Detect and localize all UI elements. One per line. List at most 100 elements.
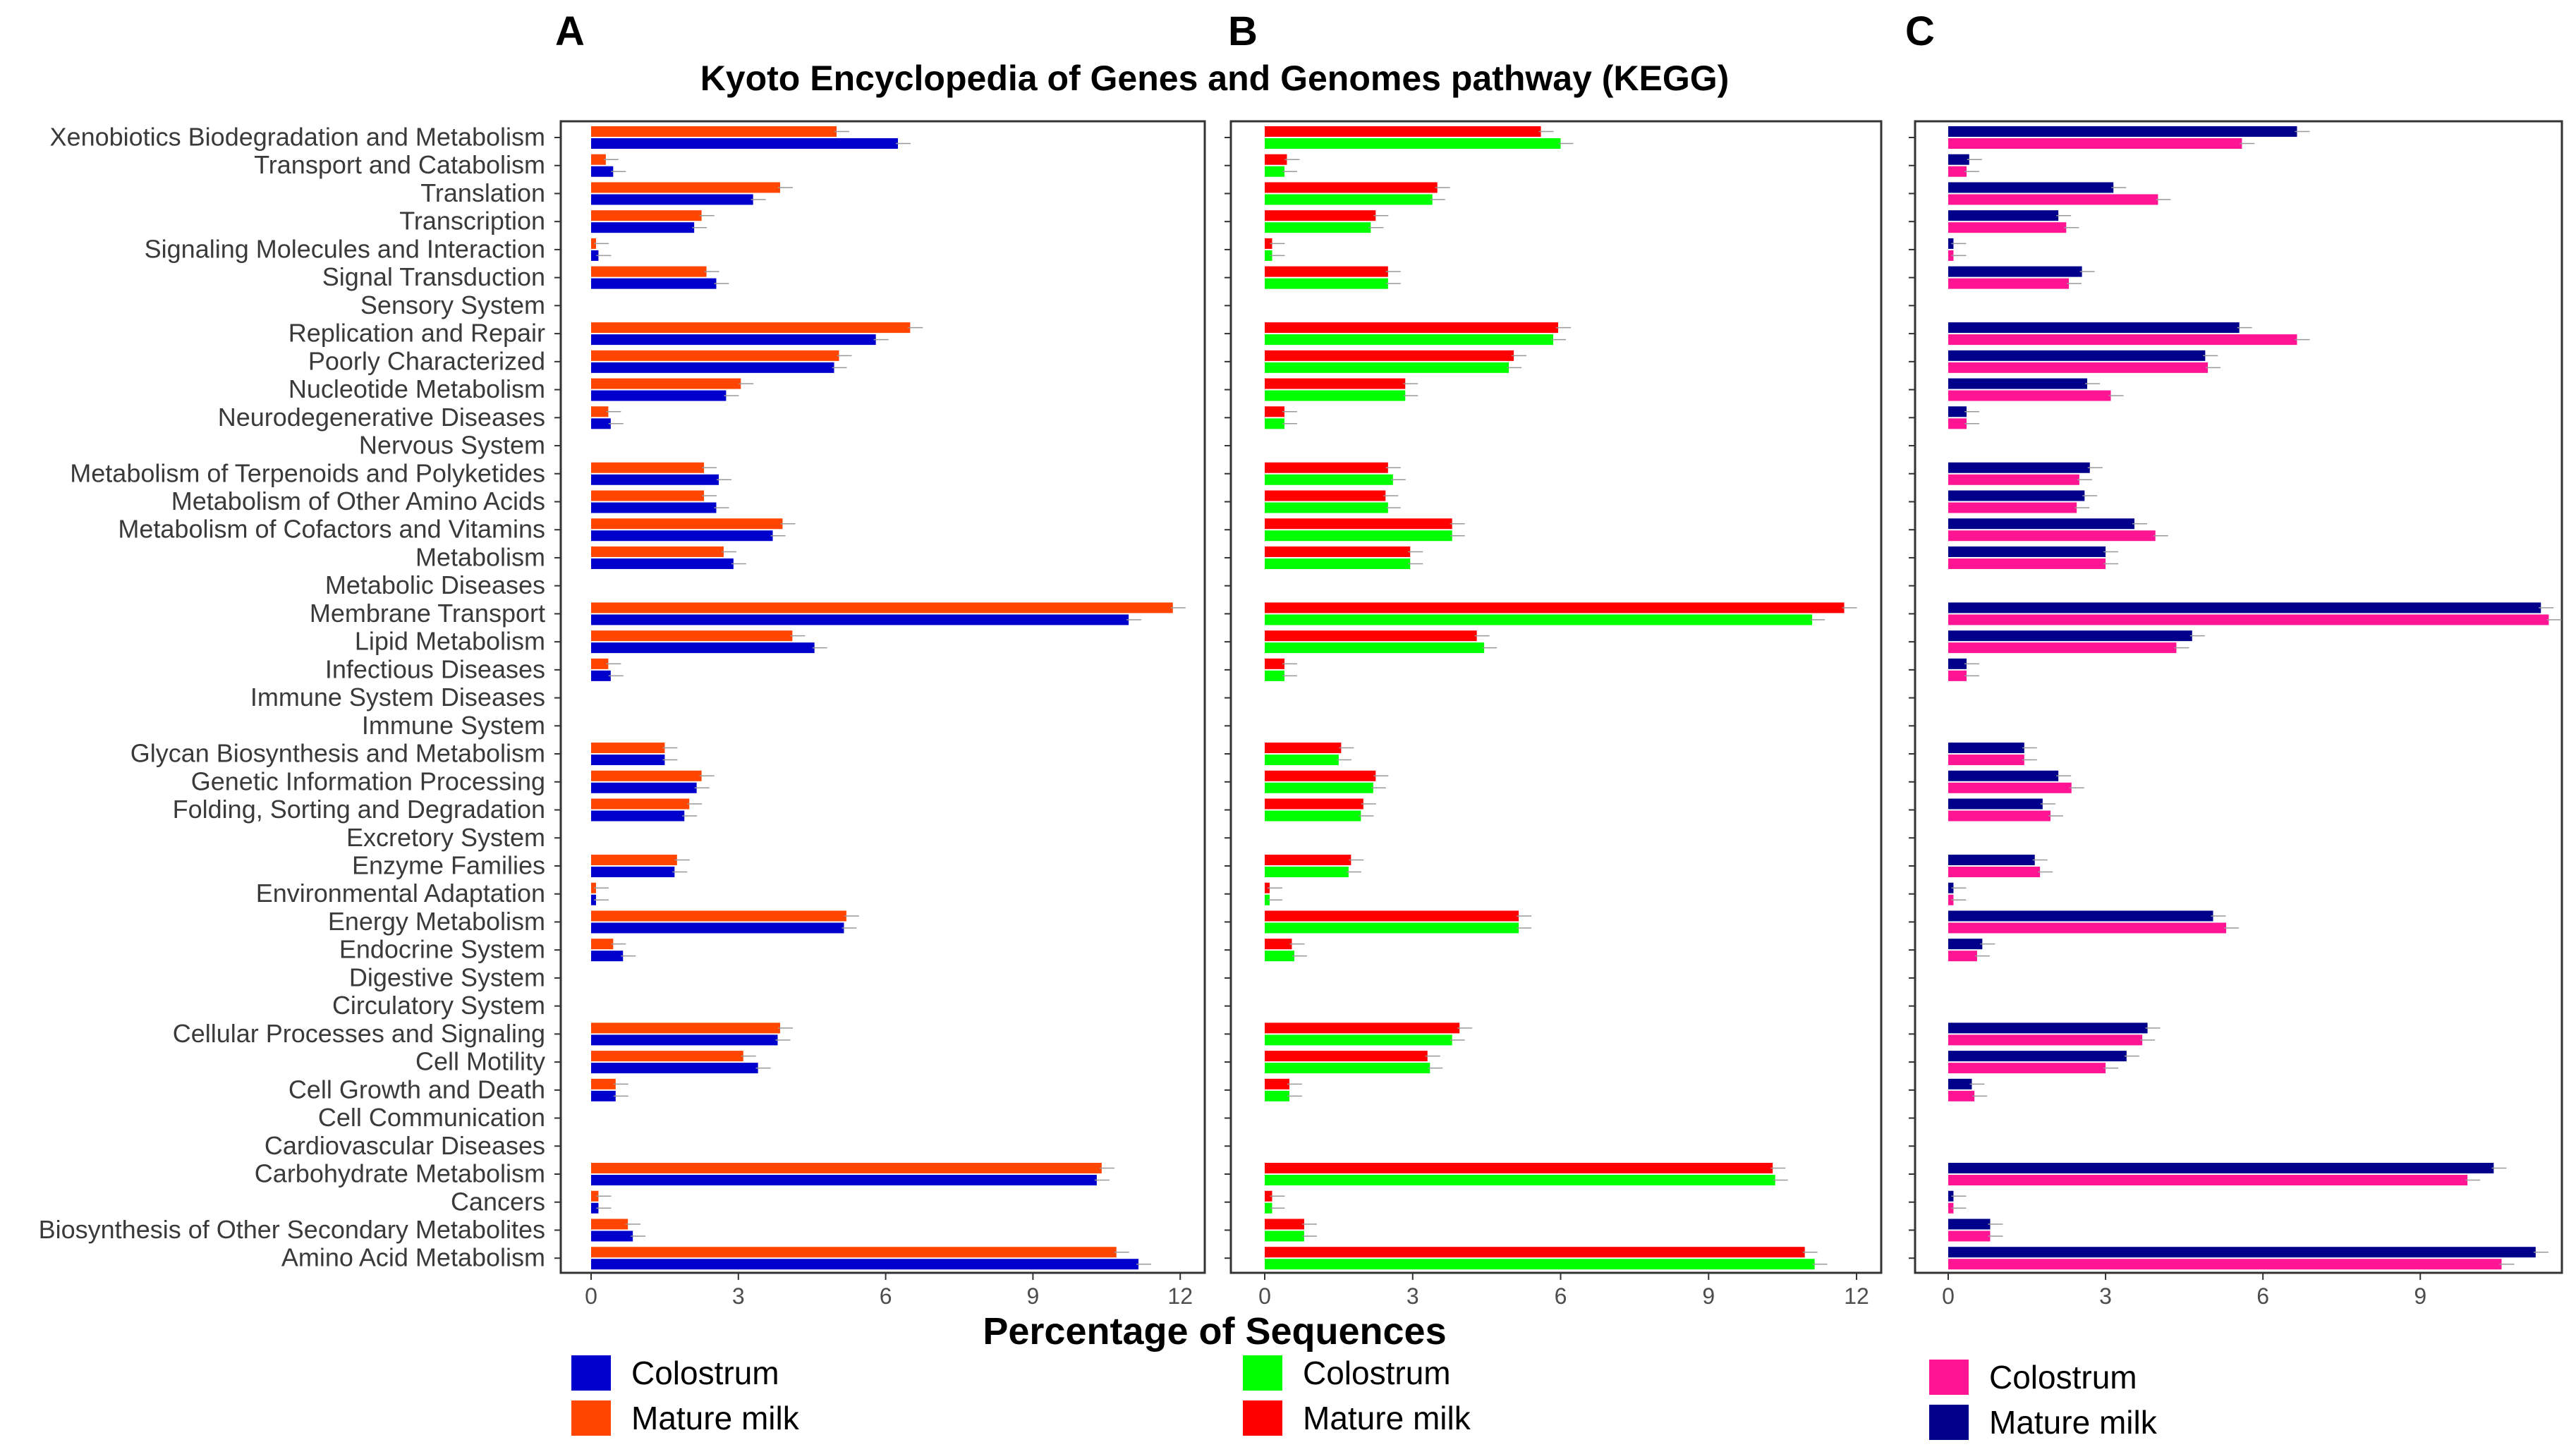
bar bbox=[591, 1175, 1097, 1186]
category-label: Folding, Sorting and Degradation bbox=[173, 795, 545, 824]
bar bbox=[1265, 755, 1339, 766]
bar bbox=[1265, 658, 1284, 669]
category-label: Xenobiotics Biodegradation and Metabolis… bbox=[50, 123, 545, 152]
x-tick-label: 6 bbox=[1555, 1283, 1567, 1309]
x-tick-label: 0 bbox=[1258, 1283, 1271, 1309]
bar bbox=[1948, 222, 2067, 233]
category-label: Cell Communication bbox=[318, 1103, 545, 1132]
x-tick-label: 6 bbox=[880, 1283, 892, 1309]
chart-panels: 0 3 6 9 12 0 3 6 9 12 0 3 6 9 bbox=[554, 120, 2563, 1309]
bar bbox=[1265, 474, 1393, 485]
bar bbox=[1265, 1190, 1272, 1202]
bar bbox=[591, 854, 677, 865]
panel-letter-c: C bbox=[1905, 8, 1935, 54]
bar bbox=[591, 1090, 616, 1101]
bar bbox=[1948, 418, 1967, 429]
bar bbox=[1265, 378, 1406, 389]
legend-swatch bbox=[1243, 1400, 1282, 1436]
bar bbox=[591, 939, 614, 950]
bar bbox=[1948, 1051, 2127, 1062]
bar bbox=[1948, 614, 2549, 625]
bar bbox=[1948, 922, 2227, 934]
bar bbox=[1948, 951, 1977, 962]
bar bbox=[1948, 1022, 2148, 1034]
bar bbox=[1265, 882, 1270, 893]
bar bbox=[1265, 1202, 1272, 1214]
bar bbox=[591, 1022, 780, 1034]
bar bbox=[1948, 755, 2024, 766]
bar bbox=[591, 182, 780, 193]
x-tick-label: 3 bbox=[2099, 1283, 2112, 1309]
bar bbox=[1265, 1051, 1428, 1062]
category-label: Metabolism of Other Amino Acids bbox=[171, 487, 545, 515]
category-label: Signal Transduction bbox=[322, 262, 545, 291]
category-label: Environmental Adaptation bbox=[256, 879, 545, 908]
x-tick-label: 6 bbox=[2256, 1283, 2269, 1309]
bar bbox=[1265, 1247, 1805, 1258]
legend-swatch bbox=[1929, 1405, 1969, 1440]
bar bbox=[1948, 390, 2111, 401]
bar bbox=[1948, 546, 2106, 557]
bar bbox=[1948, 502, 2077, 513]
bar bbox=[1265, 518, 1452, 530]
bar bbox=[1265, 194, 1433, 205]
bar bbox=[591, 418, 611, 429]
bar bbox=[1948, 1231, 1991, 1242]
bar bbox=[1948, 782, 2072, 793]
bar bbox=[1265, 406, 1284, 417]
bar bbox=[1265, 266, 1388, 277]
legend-label: Colostrum bbox=[1303, 1355, 1451, 1391]
bar bbox=[1265, 490, 1386, 501]
category-label: Cell Motility bbox=[415, 1047, 545, 1076]
bar bbox=[1948, 490, 2085, 501]
panel-letter-b: B bbox=[1228, 8, 1258, 54]
bar bbox=[1948, 630, 2192, 642]
bar bbox=[1265, 546, 1411, 557]
bar bbox=[591, 1190, 599, 1202]
bar bbox=[1948, 210, 2059, 221]
plot-frame bbox=[559, 120, 1206, 1274]
bar bbox=[591, 770, 702, 781]
category-label: Energy Metabolism bbox=[328, 907, 545, 936]
bar bbox=[591, 1063, 758, 1074]
x-tick-label: 0 bbox=[1942, 1283, 1955, 1309]
bar bbox=[1948, 154, 1969, 165]
bar bbox=[591, 266, 707, 277]
bar bbox=[1265, 866, 1349, 877]
panel-letters: A B C bbox=[555, 8, 1935, 54]
bar bbox=[1265, 1259, 1815, 1270]
legend-label: Colostrum bbox=[631, 1355, 779, 1391]
bar bbox=[591, 743, 665, 754]
legend-c: Colostrum Mature milk bbox=[1929, 1359, 2158, 1441]
bar bbox=[591, 894, 596, 905]
category-label: Biosynthesis of Other Secondary Metaboli… bbox=[39, 1215, 545, 1244]
bar bbox=[1265, 166, 1284, 177]
category-label: Metabolism of Terpenoids and Polyketides bbox=[70, 458, 545, 487]
bar bbox=[1948, 1175, 2468, 1186]
panel-letter-a: A bbox=[555, 8, 585, 54]
x-tick-label: 3 bbox=[732, 1283, 745, 1309]
legend-label: Mature milk bbox=[631, 1400, 800, 1436]
category-label: Metabolism bbox=[415, 542, 545, 571]
bar bbox=[1948, 882, 1954, 893]
bar bbox=[1265, 1090, 1289, 1101]
category-label: Nervous System bbox=[359, 431, 545, 460]
bar bbox=[1265, 530, 1452, 542]
bar bbox=[1948, 530, 2156, 542]
bar bbox=[591, 755, 665, 766]
bar bbox=[1948, 250, 1954, 261]
bar bbox=[1948, 798, 2043, 810]
legend-a: Colostrum Mature milk bbox=[571, 1355, 800, 1436]
bar bbox=[1265, 222, 1371, 233]
category-label: Cellular Processes and Signaling bbox=[173, 1019, 545, 1048]
bar bbox=[1948, 642, 2177, 654]
panel-b: 0 3 6 9 12 bbox=[1225, 120, 1883, 1309]
category-label: Signaling Molecules and Interaction bbox=[145, 234, 545, 263]
bar bbox=[1948, 334, 2297, 346]
bar bbox=[1265, 922, 1519, 934]
category-labels: Xenobiotics Biodegradation and Metabolis… bbox=[39, 123, 545, 1272]
bar bbox=[1265, 390, 1406, 401]
x-axis-label: Percentage of Sequences bbox=[983, 1310, 1446, 1353]
category-label: Carbohydrate Metabolism bbox=[255, 1159, 545, 1188]
panel-a: 0 3 6 9 12 bbox=[554, 120, 1206, 1309]
